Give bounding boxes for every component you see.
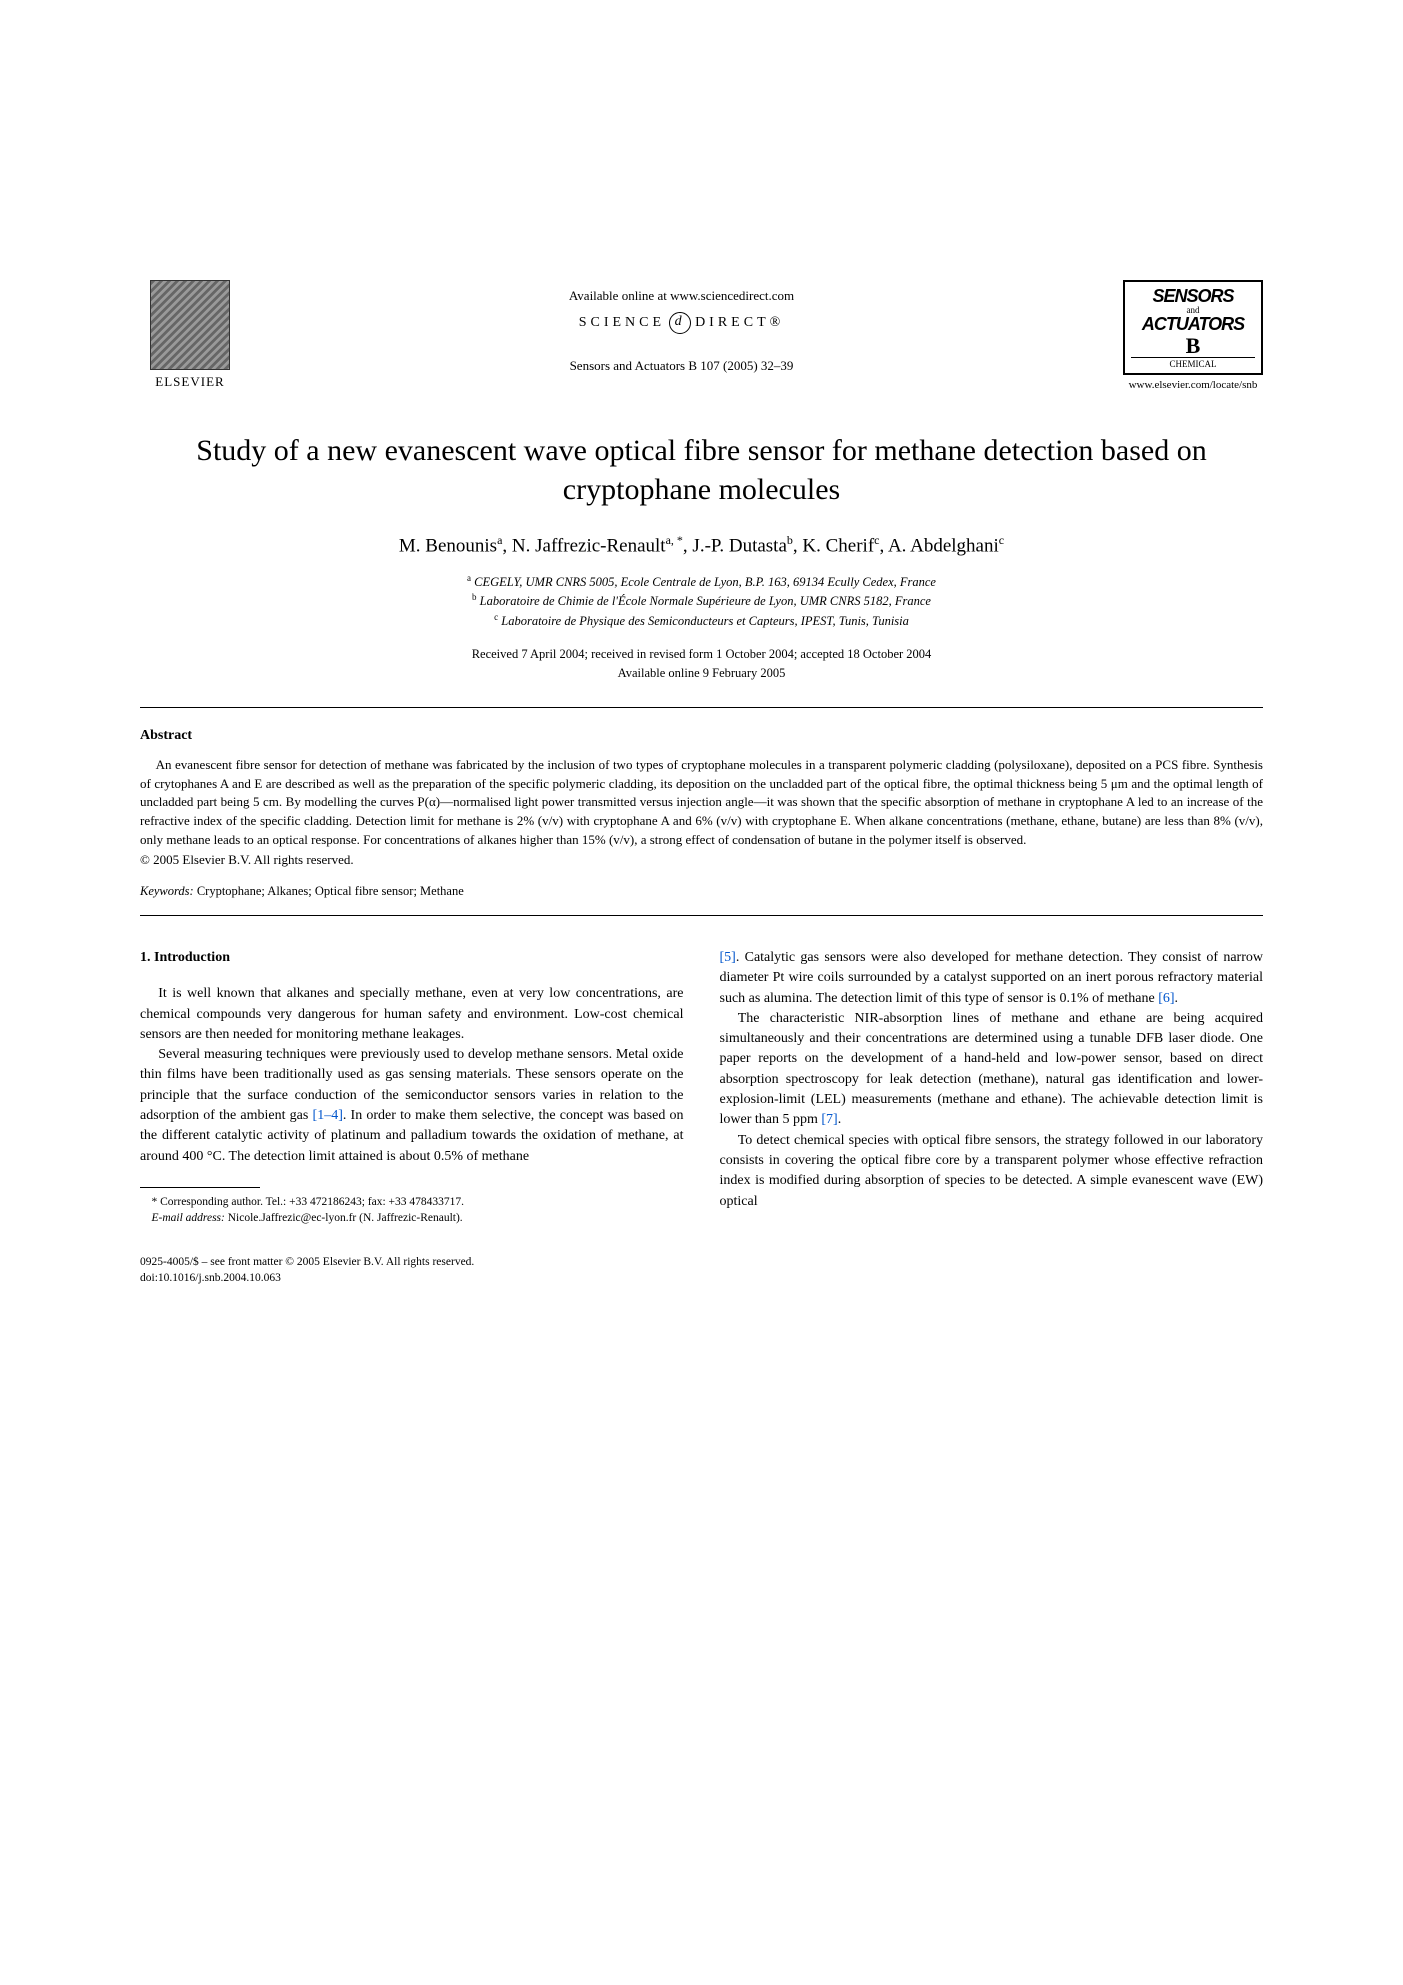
- right-para-3: To detect chemical species with optical …: [720, 1131, 1264, 1212]
- corresponding-author-footnote: * Corresponding author. Tel.: +33 472186…: [140, 1194, 684, 1226]
- footnote-email: Nicole.Jaffrezic@ec-lyon.fr (N. Jaffrezi…: [225, 1212, 463, 1224]
- journal-url[interactable]: www.elsevier.com/locate/snb: [1123, 379, 1263, 391]
- affiliation-line: a CEGELY, UMR CNRS 5005, Ecole Centrale …: [140, 572, 1263, 592]
- rule-top: [140, 707, 1263, 708]
- doi-line: doi:10.1016/j.snb.2004.10.063: [140, 1270, 1263, 1286]
- journal-logo-and: and: [1131, 307, 1255, 314]
- issn-line: 0925-4005/$ – see front matter © 2005 El…: [140, 1254, 1263, 1270]
- ref-link-6[interactable]: [6]: [1158, 991, 1174, 1006]
- keywords-label: Keywords:: [140, 884, 194, 898]
- intro-para-2: Several measuring techniques were previo…: [140, 1045, 684, 1167]
- right-column: [5]. Catalytic gas sensors were also dev…: [720, 948, 1264, 1226]
- ref-link-5[interactable]: [5]: [720, 950, 736, 965]
- ref-link-1-4[interactable]: [1–4]: [313, 1108, 343, 1123]
- ref-link-7[interactable]: [7]: [821, 1112, 837, 1127]
- sd-right: DIRECT®: [695, 315, 784, 331]
- keywords-text: Cryptophane; Alkanes; Optical fibre sens…: [194, 884, 464, 898]
- right-para-2: The characteristic NIR-absorption lines …: [720, 1009, 1264, 1131]
- footnote-rule: [140, 1187, 260, 1188]
- section-1-heading: 1. Introduction: [140, 948, 684, 968]
- keywords-line: Keywords: Cryptophane; Alkanes; Optical …: [140, 884, 1263, 899]
- right-para-1: [5]. Catalytic gas sensors were also dev…: [720, 948, 1264, 1009]
- available-online-text: Available online at www.sciencedirect.co…: [240, 288, 1123, 304]
- publication-dates: Received 7 April 2004; received in revis…: [140, 645, 1263, 683]
- received-date: Received 7 April 2004; received in revis…: [140, 645, 1263, 664]
- affiliation-line: c Laboratoire de Physique des Semiconduc…: [140, 611, 1263, 631]
- science-direct-icon: [669, 312, 691, 334]
- left-column: 1. Introduction It is well known that al…: [140, 948, 684, 1226]
- journal-logo-b: B: [1131, 335, 1255, 357]
- elsevier-tree-logo: [150, 280, 230, 370]
- journal-logo-chem: CHEMICAL: [1131, 357, 1255, 369]
- header-center: Available online at www.sciencedirect.co…: [240, 280, 1123, 374]
- abstract-heading: Abstract: [140, 728, 1263, 744]
- publisher-name: ELSEVIER: [155, 374, 224, 390]
- science-direct-brand: SCIENCE DIRECT®: [240, 312, 1123, 334]
- footnote-corr: * Corresponding author. Tel.: +33 472186…: [140, 1194, 684, 1210]
- footnote-email-line: E-mail address: Nicole.Jaffrezic@ec-lyon…: [140, 1210, 684, 1226]
- journal-logo: SENSORS and ACTUATORS B CHEMICAL: [1123, 280, 1263, 375]
- abstract-body: An evanescent fibre sensor for detection…: [140, 756, 1263, 850]
- footnote-email-label: E-mail address:: [152, 1212, 225, 1224]
- paper-header: ELSEVIER Available online at www.science…: [140, 280, 1263, 391]
- journal-logo-line1: SENSORS: [1131, 286, 1255, 307]
- intro-para-1: It is well known that alkanes and specia…: [140, 984, 684, 1045]
- publisher-block: ELSEVIER: [140, 280, 240, 390]
- rule-bottom: [140, 915, 1263, 916]
- bottom-matter: 0925-4005/$ – see front matter © 2005 El…: [140, 1254, 1263, 1286]
- journal-logo-block: SENSORS and ACTUATORS B CHEMICAL www.els…: [1123, 280, 1263, 391]
- journal-reference: Sensors and Actuators B 107 (2005) 32–39: [240, 358, 1123, 374]
- affiliations: a CEGELY, UMR CNRS 5005, Ecole Centrale …: [140, 572, 1263, 632]
- affiliation-line: b Laboratoire de Chimie de l'École Norma…: [140, 591, 1263, 611]
- body-columns: 1. Introduction It is well known that al…: [140, 948, 1263, 1226]
- online-date: Available online 9 February 2005: [140, 664, 1263, 683]
- abstract-copyright: © 2005 Elsevier B.V. All rights reserved…: [140, 852, 1263, 868]
- journal-logo-line2: ACTUATORS: [1131, 314, 1255, 335]
- paper-title: Study of a new evanescent wave optical f…: [140, 431, 1263, 509]
- sd-left: SCIENCE: [579, 315, 665, 331]
- author-list: M. Benounisa, N. Jaffrezic-Renaulta, *, …: [140, 533, 1263, 557]
